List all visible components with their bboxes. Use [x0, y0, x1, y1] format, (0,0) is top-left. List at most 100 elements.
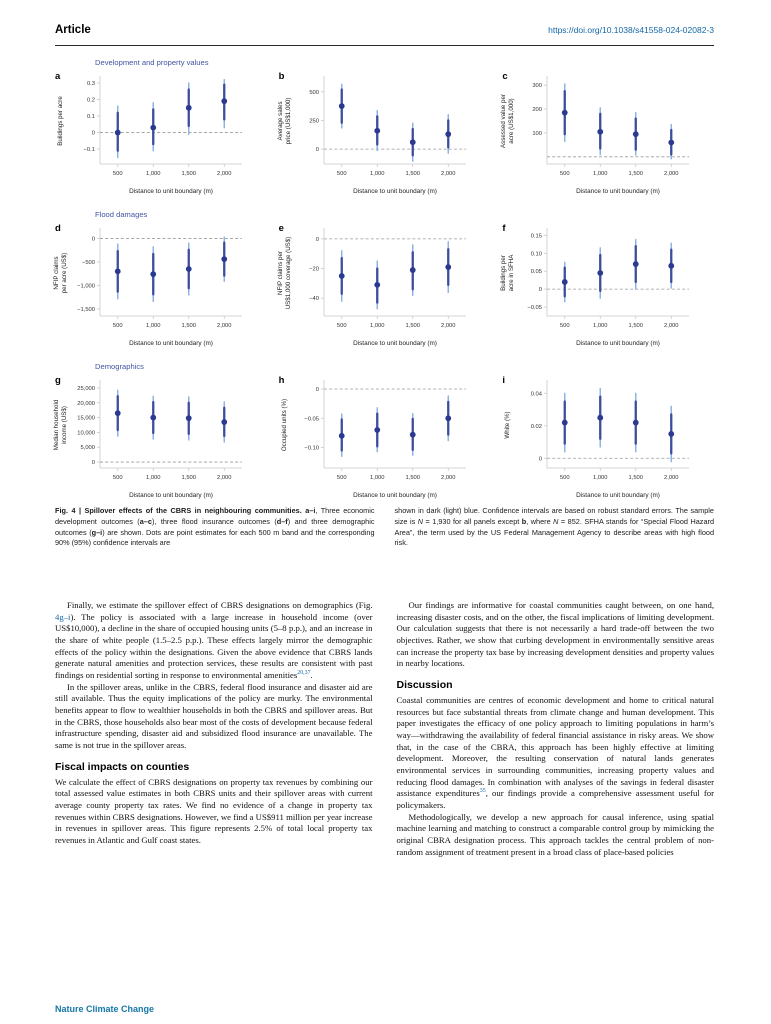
svg-text:0: 0 — [92, 131, 95, 137]
panel-h-plot: 0 −0.05 −0.10 500 1,000 1,500 2,000 Distance to… — [281, 380, 466, 499]
panel-d-plot: 0 −500 −1,000 −1,500 500 1,000 1,500 2,000 Dista… — [53, 228, 242, 347]
caption-sample-size-n: N — [417, 516, 424, 526]
panel-letter-c: c — [502, 71, 508, 82]
svg-text:−1,000: −1,000 — [77, 283, 95, 289]
svg-text:−0.10: −0.10 — [304, 446, 319, 452]
svg-text:20,000: 20,000 — [77, 401, 95, 407]
svg-text:0.04: 0.04 — [531, 391, 543, 397]
svg-text:0: 0 — [539, 456, 542, 462]
svg-text:0.05: 0.05 — [531, 269, 542, 275]
svg-text:Buildings per: Buildings per — [501, 255, 508, 291]
caption-panel-range: g–i — [91, 527, 103, 537]
chart-nfip-claims-coverage: 0 −20 −40 500 1,000 1,500 2,000 Distance to uni… — [274, 222, 498, 353]
figure-panel-h: h 0 −0.05 −0.10 500 1,000 1,500 2,000 Distance … — [274, 374, 498, 505]
article-body: Finally, we estimate the spillover effec… — [55, 600, 714, 858]
svg-text:Average sales: Average sales — [277, 101, 284, 140]
figure-caption: Fig. 4 | Spillover effects of the CBRS i… — [55, 506, 714, 549]
svg-text:−20: −20 — [309, 267, 319, 273]
figure-4: Development and property values a −0.1 0 0… — [50, 58, 721, 514]
reference-link[interactable]: 20,37 — [297, 670, 311, 677]
svg-text:2,000: 2,000 — [441, 171, 456, 177]
body-paragraph: In the spillover areas, unlike in the CB… — [55, 681, 373, 750]
svg-text:Distance to unit boundary (m): Distance to unit boundary (m) — [353, 492, 437, 499]
svg-text:250: 250 — [309, 118, 319, 124]
doi-link[interactable]: https://doi.org/10.1038/s41558-024-02082… — [548, 25, 714, 35]
svg-text:1,500: 1,500 — [405, 475, 420, 481]
svg-text:0: 0 — [315, 387, 318, 393]
svg-text:1,000: 1,000 — [146, 323, 161, 329]
svg-text:Distance to unit boundary (m): Distance to unit boundary (m) — [129, 492, 213, 499]
svg-text:0.02: 0.02 — [531, 424, 542, 430]
svg-text:1,000: 1,000 — [593, 171, 608, 177]
figure-panel-f: f −0.05 0 0.05 0.10 0.15 500 1,000 1,500 2,000 Di… — [497, 222, 721, 353]
figure-link[interactable]: 4g–i — [55, 611, 71, 622]
panel-i-plot: 0 0.02 0.04 500 1,000 1,500 2,000 Distance to u… — [504, 380, 690, 499]
svg-text:300: 300 — [533, 83, 543, 89]
figure-row-1: a −0.1 0 0.1 0.2 0.3 500 1,000 1,500 2,000 Distan… — [50, 70, 721, 201]
svg-text:0: 0 — [315, 147, 318, 153]
svg-text:US$1,000 coverage (US$): US$1,000 coverage (US$) — [284, 237, 291, 310]
svg-text:2,000: 2,000 — [441, 323, 456, 329]
svg-text:0.3: 0.3 — [87, 81, 95, 87]
figure-panel-d: d 0 −500 −1,000 −1,500 500 1,000 1,500 2,000 Dis… — [50, 222, 274, 353]
svg-text:100: 100 — [533, 131, 543, 137]
svg-text:2,000: 2,000 — [217, 323, 232, 329]
svg-text:1,500: 1,500 — [405, 323, 420, 329]
panel-letter-g: g — [55, 375, 61, 386]
svg-text:Distance to unit boundary (m): Distance to unit boundary (m) — [576, 340, 660, 347]
svg-text:−0.1: −0.1 — [84, 147, 95, 153]
figure-panel-a: a −0.1 0 0.1 0.2 0.3 500 1,000 1,500 2,000 Distan… — [50, 70, 274, 201]
body-paragraph: Coastal communities are centres of econo… — [396, 695, 715, 810]
svg-text:−40: −40 — [309, 296, 319, 302]
svg-text:1,500: 1,500 — [629, 475, 644, 481]
svg-text:5,000: 5,000 — [80, 445, 95, 451]
panel-letter-e: e — [278, 223, 284, 234]
svg-text:2,000: 2,000 — [217, 475, 232, 481]
svg-text:1,000: 1,000 — [146, 475, 161, 481]
figure-panel-b: b 0 250 500 500 1,000 1,500 2,000 Distance to u… — [274, 70, 498, 201]
svg-text:500: 500 — [113, 475, 123, 481]
caption-sample-size-n: N — [553, 516, 559, 526]
svg-text:1,000: 1,000 — [370, 475, 385, 481]
chart-median-income: 0 5,000 10,000 15,000 20,000 25,000 500 1,000 1,… — [50, 374, 274, 505]
body-paragraph: Methodologically, we develop a new appro… — [396, 811, 715, 857]
caption-panel-range: d–f — [276, 516, 288, 526]
figure-group-title-development: Development and property values — [95, 58, 209, 67]
svg-text:500: 500 — [560, 475, 570, 481]
svg-text:price (US$1,000): price (US$1,000) — [284, 98, 291, 145]
svg-text:0: 0 — [539, 287, 542, 293]
figure-panel-c: c 100 200 300 500 1,000 1,500 2,000 Distance to… — [497, 70, 721, 201]
svg-text:2,000: 2,000 — [664, 323, 679, 329]
panel-letter-a: a — [55, 71, 61, 82]
svg-text:500: 500 — [337, 475, 347, 481]
svg-text:1,000: 1,000 — [146, 171, 161, 177]
svg-text:1,000: 1,000 — [593, 323, 608, 329]
caption-panel-range: a–c — [139, 516, 152, 526]
caption-panel-b-ref: b — [521, 516, 527, 526]
svg-text:Distance to unit boundary (m): Distance to unit boundary (m) — [353, 188, 437, 195]
svg-text:10,000: 10,000 — [77, 430, 95, 436]
panel-f-plot: −0.05 0 0.05 0.10 0.15 500 1,000 1,500 2,000 Dist… — [501, 228, 690, 347]
reference-link[interactable]: 35 — [479, 788, 486, 795]
svg-text:−0.05: −0.05 — [304, 416, 319, 422]
svg-text:−500: −500 — [82, 260, 95, 266]
panel-letter-f: f — [502, 223, 506, 234]
svg-text:200: 200 — [533, 107, 543, 113]
figure-panel-g: g 0 5,000 10,000 15,000 20,000 25,000 500 1,000… — [50, 374, 274, 505]
figure-caption-left: Fig. 4 | Spillover effects of the CBRS i… — [55, 506, 375, 548]
svg-text:−0.05: −0.05 — [528, 305, 543, 311]
svg-text:NFIP claims: NFIP claims — [53, 256, 60, 289]
figure-row-3: g 0 5,000 10,000 15,000 20,000 25,000 500 1,000… — [50, 374, 721, 505]
figure-panel-e: e 0 −20 −40 500 1,000 1,500 2,000 Distance to u… — [274, 222, 498, 353]
panel-a-plot: −0.1 0 0.1 0.2 0.3 500 1,000 1,500 2,000 Distance… — [57, 76, 242, 195]
svg-text:0.10: 0.10 — [531, 251, 542, 257]
svg-text:0.1: 0.1 — [87, 114, 95, 120]
svg-text:0: 0 — [315, 237, 318, 243]
chart-nfip-claims-acre: 0 −500 −1,000 −1,500 500 1,000 1,500 2,000 Dista… — [50, 222, 274, 353]
svg-text:1,500: 1,500 — [181, 323, 196, 329]
svg-text:Distance to unit boundary (m): Distance to unit boundary (m) — [576, 188, 660, 195]
panel-letter-i: i — [502, 375, 505, 386]
panel-g-plot: 0 5,000 10,000 15,000 20,000 25,000 500 1,000 1,… — [53, 380, 242, 499]
svg-text:500: 500 — [337, 171, 347, 177]
journal-footer: Nature Climate Change — [55, 1004, 155, 1014]
